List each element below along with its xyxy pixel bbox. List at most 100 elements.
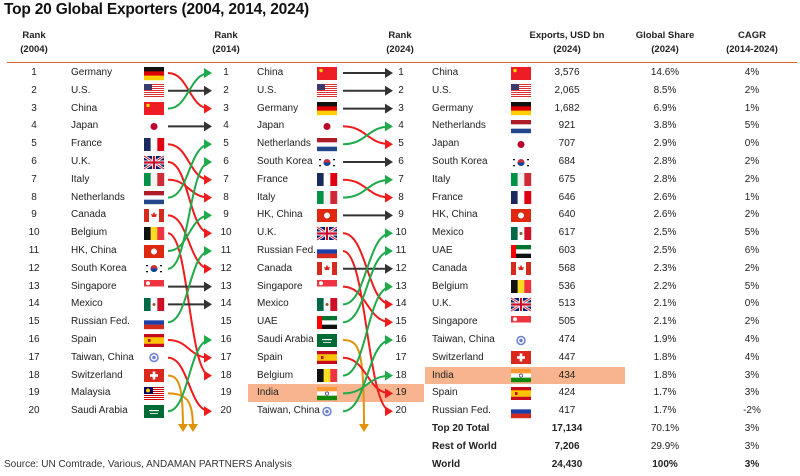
country-2004: Switzerland: [71, 369, 123, 381]
rank-2004: 3: [31, 102, 37, 114]
cagr-value: 2%: [744, 316, 760, 328]
arrow-2004-2014-down: [167, 161, 212, 239]
rank-2024: 1: [398, 67, 404, 78]
exports-value: 1,682: [554, 102, 580, 114]
total-exports: 7,206: [554, 440, 580, 452]
rank-2024: 6: [398, 156, 404, 167]
flag-jp-icon: [317, 120, 337, 133]
arrow-2014-2024-up: [342, 281, 393, 377]
country-2004: Malaysia: [71, 387, 111, 399]
share-value: 1.7%: [653, 387, 677, 399]
arrow-2004-2014-up: [167, 157, 212, 270]
header-cagr: CAGR (2014-2024): [726, 30, 778, 55]
share-value: 2.8%: [653, 156, 677, 167]
country-2004: Taiwan, China: [71, 351, 134, 363]
share-value: 2.5%: [653, 227, 677, 239]
country-2024: HK, China: [432, 209, 478, 221]
cagr-value: 5%: [744, 280, 760, 292]
rank-2004: 4: [31, 120, 37, 132]
arrow-2004-2014-up: [167, 68, 212, 110]
country-2014: Taiwan, China: [257, 405, 320, 417]
flag-hk-icon: [317, 208, 337, 222]
total-label: Top 20 Total: [432, 423, 490, 434]
country-2004: Canada: [71, 209, 107, 221]
rank-2024: 11: [395, 245, 407, 256]
cagr-value: 1%: [744, 191, 760, 203]
rank-2024: 20: [395, 405, 407, 417]
country-2014: HK, China: [257, 209, 303, 221]
exports-value: 2,065: [554, 84, 580, 96]
flag-nl-icon: [511, 119, 531, 134]
share-value: 6.9%: [653, 102, 677, 114]
arrow-2004-2014-dropout: [167, 392, 198, 432]
flag-de-icon: [317, 102, 337, 116]
share-value: 8.5%: [653, 84, 677, 96]
cagr-value: 2%: [744, 84, 760, 96]
flag-sa-icon: [144, 404, 164, 418]
exports-value: 675: [558, 173, 576, 185]
country-2014: UAE: [257, 316, 278, 328]
country-2024: Mexico: [432, 227, 464, 239]
total-cagr: 3%: [744, 423, 760, 434]
exports-value: 434: [558, 369, 576, 381]
cagr-value: 2%: [744, 156, 760, 167]
cagr-value: 3%: [744, 369, 760, 381]
rank-2024: 10: [395, 227, 407, 239]
rank-2024: 4: [398, 120, 404, 132]
country-2004: Spain: [71, 334, 97, 345]
share-value: 2.9%: [653, 138, 677, 150]
flag-us-icon: [511, 84, 531, 98]
flag-sg-icon: [511, 315, 531, 329]
flag-ch-icon: [144, 369, 164, 383]
header-rank-2024: Rank (2024): [386, 30, 414, 55]
rank-2014: 7: [223, 173, 229, 185]
rank-2024: 3: [398, 102, 404, 114]
country-2004: China: [71, 102, 98, 114]
header-divider: [7, 62, 797, 63]
rank-2014: 17: [220, 351, 232, 363]
country-2024: France: [432, 191, 464, 203]
country-2004: Belgium: [71, 227, 108, 239]
flag-kr-icon: [317, 156, 337, 169]
flag-nl-icon: [144, 191, 164, 205]
rank-2014: 2: [223, 84, 229, 96]
flag-gb-icon: [316, 225, 338, 241]
share-value: 1.7%: [653, 405, 677, 417]
total-share: 70.1%: [650, 423, 680, 434]
rank-2014: 4: [223, 120, 229, 132]
flag-ca-icon: [144, 208, 164, 222]
country-2024: Spain: [432, 387, 458, 399]
exports-value: 505: [558, 316, 576, 328]
exports-value: 646: [558, 191, 576, 203]
arrow-2014-2024-up: [342, 246, 393, 324]
rank-2014: 16: [220, 334, 232, 345]
rank-2014: 10: [220, 227, 232, 239]
arrow-2004-2014-down: [167, 143, 212, 185]
rank-2004: 18: [28, 369, 40, 381]
rank-2014: 20: [220, 405, 232, 417]
country-2004: U.K.: [71, 156, 91, 167]
flag-nl-icon: [317, 137, 337, 151]
header-rank-2014: Rank (2014): [212, 30, 240, 55]
arrow-2004-2014-dropout: [167, 374, 188, 432]
flag-hk-icon: [144, 244, 164, 258]
source-note: Source: UN Comtrade, Various, ANDAMAN PA…: [4, 459, 292, 470]
country-2024: Canada: [432, 262, 468, 274]
exports-value: 684: [558, 156, 576, 167]
flag-it-icon: [317, 191, 338, 205]
country-2024: Russian Fed.: [432, 405, 491, 417]
arrow-2014-2024-up: [342, 121, 393, 146]
arrow-2004-2014-down: [167, 339, 212, 363]
share-value: 2.3%: [653, 262, 677, 274]
country-2014: Saudi Arabia: [257, 334, 314, 345]
rank-2004: 9: [31, 209, 37, 221]
country-2014: Russian Fed.: [257, 245, 316, 256]
share-value: 2.5%: [653, 245, 677, 256]
arrow-2004-2014-up: [167, 210, 212, 252]
share-value: 1.8%: [653, 369, 677, 381]
country-2014: Germany: [257, 102, 299, 114]
cagr-value: 4%: [744, 334, 760, 345]
rank-2004: 20: [28, 405, 40, 417]
country-2004: Saudi Arabia: [71, 405, 128, 417]
